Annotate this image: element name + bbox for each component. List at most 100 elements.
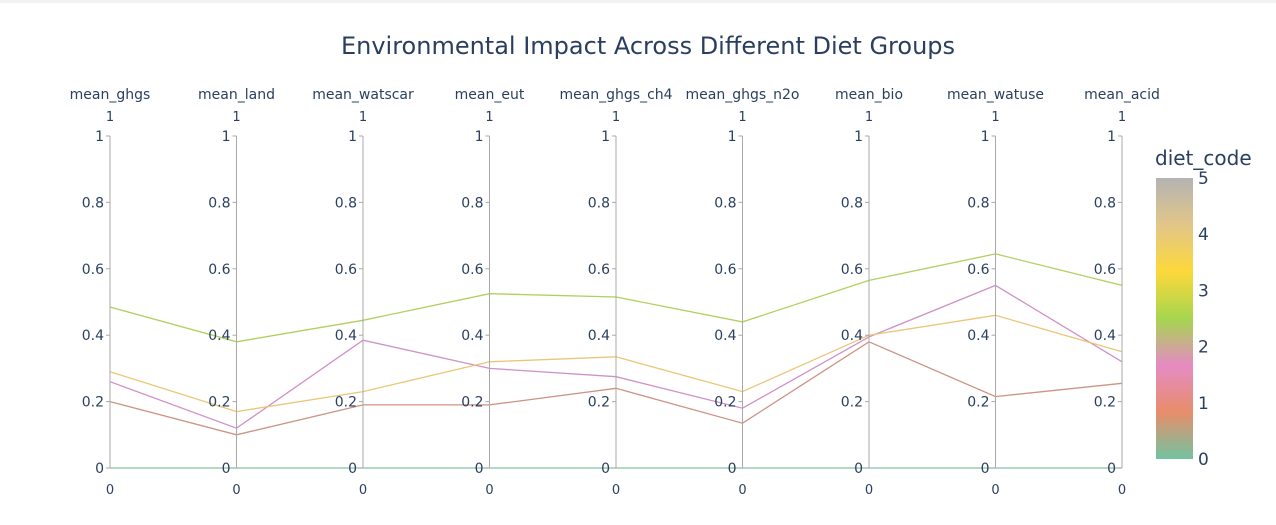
axis-tick-label: 1: [95, 129, 104, 145]
colorbar: diet_code 0 1 2 3 4 5: [1155, 146, 1252, 470]
axis-tick-label: 0.6: [335, 262, 357, 278]
axis-mean_land: mean_land 1 00 0.2 0.4 0.6 0.8 1: [198, 87, 275, 498]
axis-tick-label: 0.6: [714, 262, 736, 278]
axis-tick-label: 0.6: [588, 262, 610, 278]
axis-name-mean_watuse: mean_watuse: [947, 87, 1044, 103]
colorbar-tick-label: 3: [1198, 281, 1209, 301]
axis-tick-label: 0: [222, 461, 231, 477]
axis-tick-label: 1: [475, 129, 484, 145]
axis-min-label: 0: [612, 483, 620, 498]
axis-tick-label: 0.8: [967, 195, 989, 211]
axis-max-label: 1: [232, 110, 240, 125]
axis-tick-label: 0.4: [841, 328, 863, 344]
axis-mean_watuse: mean_watuse 1 00 0.2 0.4 0.6 0.8 1: [947, 87, 1044, 498]
axis-mean_bio: mean_bio 1 00 0.2 0.4 0.6 0.8 1: [835, 87, 903, 498]
axis-tick-label: 0: [854, 461, 863, 477]
axis-tick-label: 0.8: [1094, 195, 1116, 211]
axis-tick-label: 0.6: [82, 262, 104, 278]
colorbar-tick-label: 4: [1198, 225, 1209, 245]
axis-tick-label: 0.8: [841, 195, 863, 211]
axis-tick-label: 1: [1107, 129, 1116, 145]
axis-tick-label: 0: [348, 461, 357, 477]
axis-tick-label: 0.8: [588, 195, 610, 211]
axis-tick-label: 0.2: [461, 395, 483, 411]
axis-min-label: 0: [485, 483, 493, 498]
axis-tick-label: 0.6: [461, 262, 483, 278]
axis-tick-label: 0.8: [82, 195, 104, 211]
axis-name-mean_ghgs: mean_ghgs: [70, 87, 151, 103]
colorbar-ticks: 0 1 2 3 4 5: [1198, 169, 1209, 470]
axis-tick-label: 0.8: [335, 195, 357, 211]
axis-min-label: 0: [991, 483, 999, 498]
axis-max-label: 1: [865, 110, 873, 125]
axis-tick-label: 0: [475, 461, 484, 477]
colorbar-tick-label: 5: [1198, 169, 1209, 189]
axis-name-mean_land: mean_land: [198, 87, 275, 103]
axis-max-label: 1: [612, 110, 620, 125]
axis-tick-label: 1: [728, 129, 737, 145]
axis-min-label: 0: [232, 483, 240, 498]
axis-tick-label: 0.2: [841, 395, 863, 411]
axis-tick-label: 0.4: [588, 328, 610, 344]
axis-tick-label: 0.4: [1094, 328, 1116, 344]
axis-tick-label: 0.4: [82, 328, 104, 344]
axis-tick-label: 0.2: [82, 395, 104, 411]
axis-tick-label: 0.4: [208, 328, 230, 344]
axes-layer: mean_ghgs1000.20.40.60.81mean_land1000.2…: [70, 87, 1160, 498]
axis-name-mean_eut: mean_eut: [455, 87, 525, 103]
axis-min-label: 0: [106, 483, 114, 498]
axis-tick-label: 0: [601, 461, 610, 477]
axis-name-mean_acid: mean_acid: [1084, 87, 1160, 103]
axis-tick-label: 0.6: [1094, 262, 1116, 278]
axis-tick-label: 0.8: [461, 195, 483, 211]
top-border: [0, 0, 1276, 3]
axis-min-label: 0: [1118, 483, 1126, 498]
axis-max-label: 1: [1118, 110, 1126, 125]
axis-max-label: 1: [991, 110, 999, 125]
axis-mean_ghgs_ch4: mean_ghgs_ch4 1 00 0.2 0.4 0.6 0.8 1: [559, 87, 672, 498]
axis-tick-label: 0.4: [461, 328, 483, 344]
axis-tick-label: 0: [1107, 461, 1116, 477]
axis-tick-label: 1: [222, 129, 231, 145]
colorbar-tick-label: 1: [1198, 394, 1209, 414]
axis-tick-label: 0: [728, 461, 737, 477]
axis-min-label: 0: [865, 483, 873, 498]
axis-name-mean_ghgs_n2o: mean_ghgs_n2o: [686, 87, 800, 103]
axis-max-label: 1: [359, 110, 367, 125]
axis-tick-label: 0.4: [714, 328, 736, 344]
axis-tick-label: 0: [981, 461, 990, 477]
axis-tick-label: 0.8: [714, 195, 736, 211]
axis-tick-label: 0.4: [967, 328, 989, 344]
axis-tick-label: 0.2: [335, 395, 357, 411]
colorbar-tick-label: 0: [1198, 450, 1209, 470]
axis-tick-label: 0.6: [841, 262, 863, 278]
axis-name-mean_bio: mean_bio: [835, 87, 903, 103]
axis-mean_watscar: mean_watscar 1 00 0.2 0.4 0.6 0.8 1: [312, 87, 414, 498]
axis-mean_ghgs_n2o: mean_ghgs_n2o 1 00 0.2 0.4 0.6 0.8 1: [686, 87, 800, 498]
axis-min-label: 0: [738, 483, 746, 498]
axis-tick-label: 0: [95, 461, 104, 477]
axis-tick-label: 0.4: [335, 328, 357, 344]
chart-title: Environmental Impact Across Different Di…: [341, 32, 955, 60]
axis-tick-label: 0.6: [967, 262, 989, 278]
axis-name-mean_watscar: mean_watscar: [312, 87, 414, 103]
axis-tick-label: 0.2: [588, 395, 610, 411]
axis-tick-label: 1: [854, 129, 863, 145]
axis-tick-label: 0.2: [208, 395, 230, 411]
axis-tick-label: 0.6: [208, 262, 230, 278]
axis-min-label: 0: [359, 483, 367, 498]
axis-max-label: 1: [106, 110, 114, 125]
axis-tick-label: 0.8: [208, 195, 230, 211]
axis-tick-label: 0.2: [1094, 395, 1116, 411]
axis-max-label: 1: [738, 110, 746, 125]
axis-tick-label: 1: [981, 129, 990, 145]
axis-mean_acid: mean_acid 1 00 0.2 0.4 0.6 0.8 1: [1084, 87, 1160, 498]
colorbar-gradient: [1156, 178, 1193, 459]
axis-name-mean_ghgs_ch4: mean_ghgs_ch4: [559, 87, 672, 103]
axis-tick-label: 0.2: [714, 395, 736, 411]
colorbar-title: diet_code: [1155, 146, 1252, 170]
axis-mean_eut: mean_eut 1 00 0.2 0.4 0.6 0.8 1: [455, 87, 525, 498]
axis-tick-label: 0.2: [967, 395, 989, 411]
axis-max-label: 1: [485, 110, 493, 125]
